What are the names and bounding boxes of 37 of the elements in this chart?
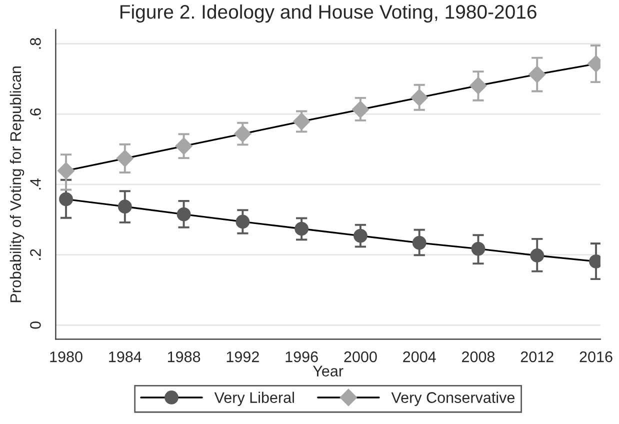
- point: [118, 200, 132, 214]
- x-tick-label: 1980: [50, 351, 82, 362]
- point: [57, 162, 75, 180]
- point: [352, 100, 370, 118]
- y-tick-label: .2: [30, 249, 41, 260]
- chart-title: Figure 2. Ideology and House Voting, 1980-2016: [120, 4, 536, 23]
- x-tick-label: 2000: [344, 351, 377, 362]
- point: [175, 138, 192, 155]
- point: [412, 236, 426, 250]
- point: [354, 228, 368, 243]
- legend-label: Very Conservative: [391, 392, 515, 406]
- point: [176, 207, 191, 222]
- x-tick-label: 2012: [520, 351, 554, 362]
- x-tick-label: 1988: [168, 351, 200, 362]
- y-tick-label: .4: [30, 178, 41, 190]
- x-axis-title: Year: [312, 366, 344, 376]
- point: [470, 77, 487, 94]
- x-tick-label: 1996: [286, 351, 318, 362]
- x-tick-label: 2016: [580, 351, 612, 362]
- point: [528, 66, 546, 83]
- legend-label: Very Liberal: [214, 392, 294, 406]
- x-tick-label: 1984: [109, 351, 142, 362]
- y-axis-title: Probability of Voting for Republican: [10, 66, 24, 302]
- point: [234, 125, 252, 142]
- point: [294, 222, 309, 236]
- x-tick-label: 1992: [226, 351, 259, 362]
- y-tick-label: .8: [30, 38, 41, 49]
- y-tick-label: 0: [30, 321, 41, 329]
- x-tick-label: 2008: [462, 351, 495, 362]
- y-tick-label: .6: [30, 108, 41, 120]
- point: [471, 242, 486, 256]
- x-tick-label: 2004: [403, 351, 436, 362]
- point: [116, 150, 134, 167]
- point: [410, 89, 428, 106]
- point: [59, 192, 73, 206]
- point: [530, 248, 544, 262]
- point: [236, 214, 250, 229]
